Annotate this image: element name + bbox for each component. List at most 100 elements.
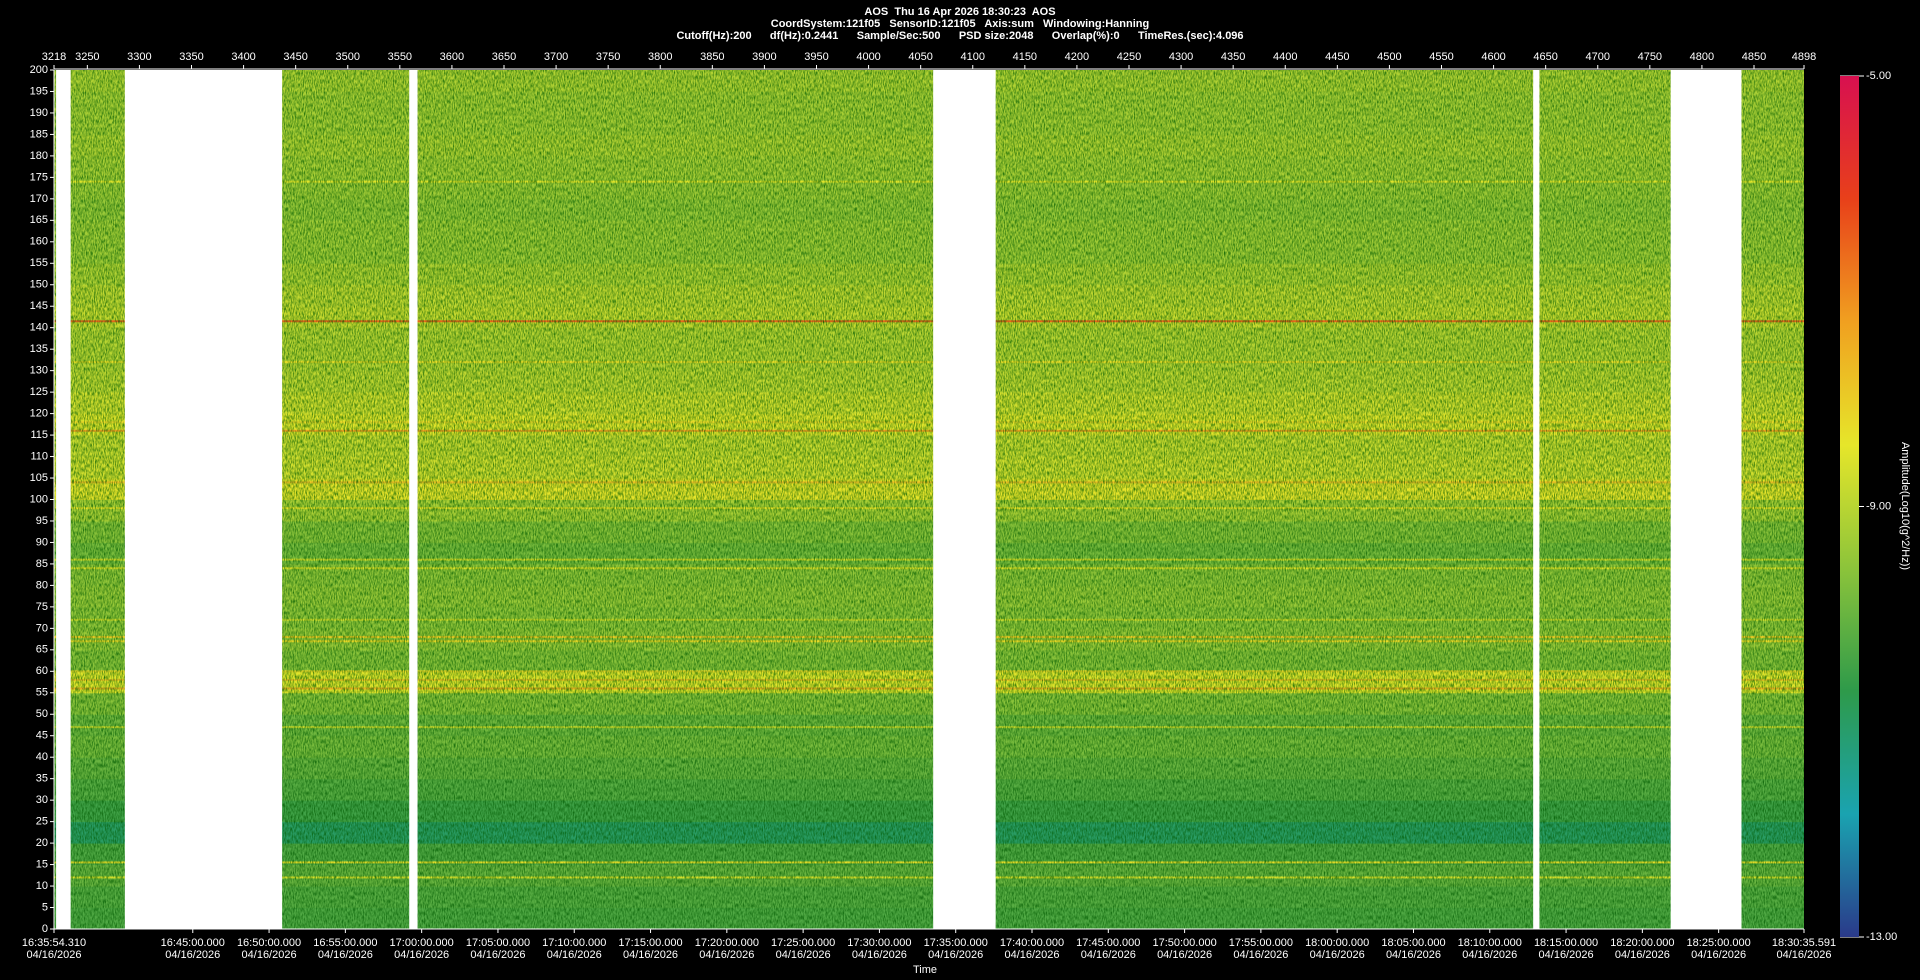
x-tick-label: 18:15:00.000 <box>1534 937 1598 949</box>
x2-tick-label: 4450 <box>1325 51 1349 63</box>
data-gap <box>124 70 283 929</box>
x2-tick-label: 3300 <box>127 51 151 63</box>
x2-tick-label: 3900 <box>752 51 776 63</box>
y-tick-label: 130 <box>30 365 48 377</box>
y-tick-label: 145 <box>30 300 48 312</box>
x2-tick-label: 4550 <box>1429 51 1453 63</box>
x-tick-label: 18:00:00.000 <box>1305 937 1369 949</box>
x-tick-date: 04/16/2026 <box>318 949 373 961</box>
x-tick-date: 04/16/2026 <box>470 949 525 961</box>
x2-tick-label: 4050 <box>908 51 932 63</box>
y-tick-label: 175 <box>30 171 48 183</box>
x-tick-label: 17:55:00.000 <box>1229 937 1293 949</box>
y-tick-label: 155 <box>30 257 48 269</box>
x2-tick-label: 3218 <box>42 51 66 63</box>
x2-tick-label: 3650 <box>492 51 516 63</box>
x2-tick-label: 4800 <box>1690 51 1714 63</box>
y-tick-label: 70 <box>36 622 48 634</box>
x-tick-date: 04/16/2026 <box>1310 949 1365 961</box>
x-tick-label: 16:55:00.000 <box>313 937 377 949</box>
x-tick-date: 04/16/2026 <box>1691 949 1746 961</box>
x-tick-date: 04/16/2026 <box>1386 949 1441 961</box>
x2-tick-label: 4600 <box>1481 51 1505 63</box>
y-tick-label: 105 <box>30 472 48 484</box>
x2-tick-label: 3350 <box>179 51 203 63</box>
y-tick-label: 35 <box>36 773 48 785</box>
x-tick-date: 04/16/2026 <box>1539 949 1594 961</box>
x-tick-label: 17:35:00.000 <box>924 937 988 949</box>
colorbar <box>1840 76 1859 937</box>
y-tick-label: 100 <box>30 493 48 505</box>
x-tick-label: 18:05:00.000 <box>1381 937 1445 949</box>
chart-info: Cutoff(Hz):200 df(Hz):0.2441 Sample/Sec:… <box>676 30 1243 42</box>
x2-tick-label: 3550 <box>388 51 412 63</box>
y-tick-label: 135 <box>30 343 48 355</box>
y-tick-label: 60 <box>36 665 48 677</box>
data-gap <box>1533 70 1540 929</box>
x-tick-date: 04/16/2026 <box>1157 949 1212 961</box>
x-tick-label: 18:10:00.000 <box>1458 937 1522 949</box>
x2-tick-label: 4400 <box>1273 51 1297 63</box>
y-tick-label: 15 <box>36 858 48 870</box>
y-tick-label: 95 <box>36 515 48 527</box>
colorbar-label: Amplitude(Log10(g^2/Hz)) <box>1899 442 1911 570</box>
x-tick-date: 04/16/2026 <box>1776 949 1831 961</box>
x2-tick-label: 4700 <box>1586 51 1610 63</box>
y-tick-label: 150 <box>30 279 48 291</box>
data-gap <box>56 70 71 929</box>
x-tick-date: 04/16/2026 <box>852 949 907 961</box>
data-gap <box>933 70 996 929</box>
x2-tick-label: 3400 <box>231 51 255 63</box>
x2-tick-label: 3800 <box>648 51 672 63</box>
x-tick-label: 16:35:54.310 <box>22 937 86 949</box>
y-tick-label: 5 <box>42 901 48 913</box>
x2-tick-label: 4898 <box>1792 51 1816 63</box>
x-tick-date: 04/16/2026 <box>394 949 449 961</box>
x2-tick-label: 3850 <box>700 51 724 63</box>
y-tick-label: 125 <box>30 386 48 398</box>
x2-tick-label: 4300 <box>1169 51 1193 63</box>
colorbar-tick-label: -9.00 <box>1866 500 1891 512</box>
x2-tick-label: 4100 <box>961 51 985 63</box>
x-tick-label: 17:40:00.000 <box>1000 937 1064 949</box>
x-axis-label: Time <box>913 964 937 976</box>
x2-tick-label: 3250 <box>75 51 99 63</box>
y-tick-label: 65 <box>36 644 48 656</box>
x-tick-date: 04/16/2026 <box>165 949 220 961</box>
x-tick-label: 16:45:00.000 <box>161 937 225 949</box>
y-tick-label: 120 <box>30 408 48 420</box>
y-tick-label: 90 <box>36 536 48 548</box>
x-tick-label: 16:50:00.000 <box>237 937 301 949</box>
y-tick-label: 195 <box>30 85 48 97</box>
y-tick-label: 85 <box>36 558 48 570</box>
x-tick-label: 17:10:00.000 <box>542 937 606 949</box>
y-tick-label: 185 <box>30 128 48 140</box>
y-tick-label: 50 <box>36 708 48 720</box>
y-tick-label: 180 <box>30 150 48 162</box>
x-tick-date: 04/16/2026 <box>776 949 831 961</box>
y-tick-label: 115 <box>30 429 48 441</box>
x-tick-label: 17:25:00.000 <box>771 937 835 949</box>
x2-tick-label: 4350 <box>1221 51 1245 63</box>
colorbar-tick-label: -5.00 <box>1866 70 1891 82</box>
x-tick-date: 04/16/2026 <box>547 949 602 961</box>
y-tick-label: 140 <box>30 322 48 334</box>
x2-tick-label: 4250 <box>1117 51 1141 63</box>
y-tick-label: 190 <box>30 107 48 119</box>
x2-tick-label: 3450 <box>283 51 307 63</box>
x-tick-date: 04/16/2026 <box>1615 949 1670 961</box>
axes: 0510152025303540455055606570758085909510… <box>22 51 1897 961</box>
x2-tick-label: 4500 <box>1377 51 1401 63</box>
x2-tick-label: 3950 <box>804 51 828 63</box>
chart-subtitle: CoordSystem:121f05 SensorID:121f05 Axis:… <box>771 18 1149 30</box>
x-tick-date: 04/16/2026 <box>623 949 678 961</box>
x-tick-label: 17:30:00.000 <box>847 937 911 949</box>
data-gaps <box>56 70 1742 929</box>
x2-tick-label: 4150 <box>1013 51 1037 63</box>
y-tick-label: 0 <box>42 923 48 935</box>
x2-tick-label: 3500 <box>336 51 360 63</box>
x-tick-label: 18:20:00.000 <box>1610 937 1674 949</box>
x-tick-date: 04/16/2026 <box>242 949 297 961</box>
y-tick-label: 40 <box>36 751 48 763</box>
